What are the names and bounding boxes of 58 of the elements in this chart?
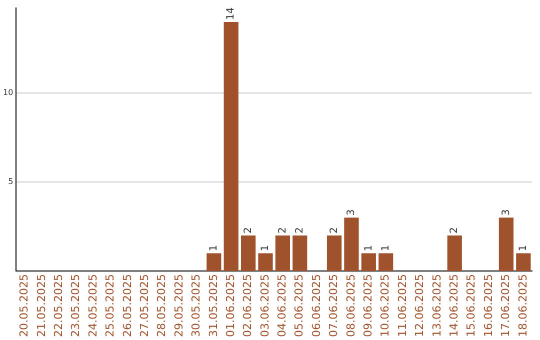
data-label: 2 [242, 227, 254, 234]
bar [378, 253, 394, 272]
x-tick-label: 08.06.2025 [344, 274, 358, 338]
x-tick-label: 11.06.2025 [396, 274, 409, 338]
data-label: 2 [277, 227, 288, 234]
data-label: 1 [363, 244, 374, 252]
bar [344, 218, 359, 272]
x-tick-label: 26.05.2025 [120, 274, 134, 338]
y-tick-label: 10 [2, 88, 14, 98]
x-tick-label: 16.06.2025 [482, 274, 495, 338]
x-tick-label: 03.06.2025 [258, 274, 272, 338]
data-label: 3 [500, 209, 512, 216]
x-tick-label: 02.06.2025 [241, 274, 254, 338]
data-label: 3 [346, 209, 358, 216]
x-tick-label: 28.05.2025 [155, 274, 168, 338]
bar [292, 235, 308, 272]
x-tick-label: 15.06.2025 [464, 274, 478, 338]
x-tick-label: 06.06.2025 [310, 274, 323, 338]
x-tick-label: 13.06.2025 [430, 274, 444, 338]
bar [240, 235, 256, 272]
bar [258, 253, 273, 272]
x-tick-label: 18.06.2025 [516, 274, 530, 338]
x-tick-label: 14.06.2025 [447, 274, 460, 338]
x-tick-label: 27.05.2025 [138, 274, 151, 338]
data-label: 2 [328, 227, 340, 234]
x-tick-label: 10.06.2025 [378, 274, 392, 338]
bar [326, 235, 342, 272]
data-label: 1 [208, 244, 220, 252]
bar [206, 253, 222, 272]
x-tick-label: 29.05.2025 [172, 274, 186, 338]
data-label: 2 [449, 227, 460, 234]
bar [224, 22, 238, 272]
y-tick-label: 5 [8, 177, 14, 186]
x-tick-label: 04.06.2025 [276, 274, 289, 338]
x-tick-label: 30.05.2025 [190, 274, 203, 338]
data-label: 1 [518, 244, 529, 252]
x-tick-label: 20.05.2025 [18, 274, 31, 338]
bar [447, 235, 462, 272]
bar [361, 253, 376, 272]
x-tick-label: 01.06.2025 [224, 274, 237, 338]
bar [275, 235, 290, 272]
x-tick-label: 31.05.2025 [206, 274, 220, 338]
bar [516, 253, 531, 272]
x-tick-label: 07.06.2025 [327, 274, 340, 338]
x-tick-label: 21.05.2025 [34, 274, 48, 338]
x-tick-label: 23.05.2025 [69, 274, 82, 338]
bar [498, 218, 514, 272]
x-tick-label: 17.06.2025 [499, 274, 512, 338]
x-tick-label: 05.06.2025 [292, 274, 306, 338]
data-label: 1 [380, 244, 392, 252]
data-label: 14 [226, 7, 237, 20]
x-tick-label: 12.06.2025 [413, 274, 426, 338]
x-tick-label: 22.05.2025 [52, 274, 66, 338]
x-tick-label: 25.05.2025 [104, 274, 117, 338]
data-label: 1 [260, 244, 272, 252]
data-label: 2 [294, 227, 306, 234]
x-tick-label: 09.06.2025 [362, 274, 375, 338]
x-tick-label: 24.05.2025 [86, 274, 100, 338]
